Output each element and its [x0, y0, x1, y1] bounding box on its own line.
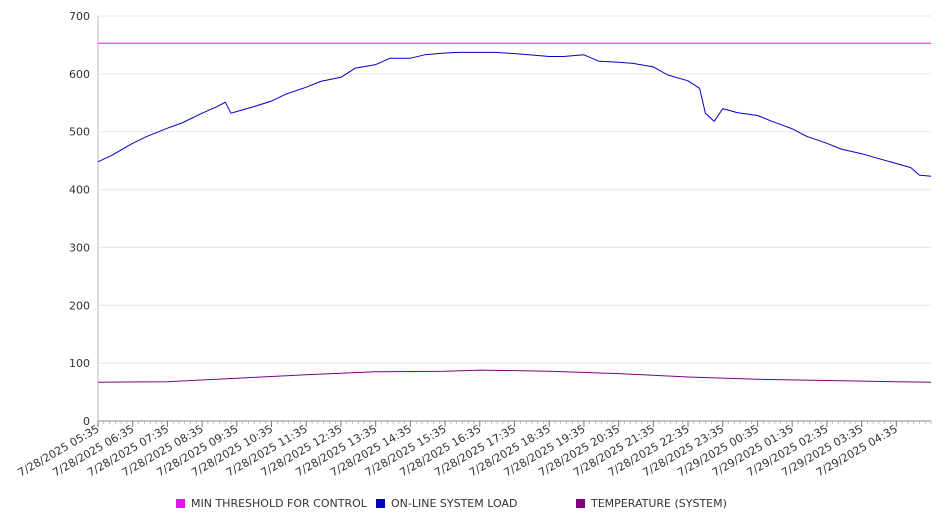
y-tick-label-300: 300 — [69, 241, 90, 254]
legend-item-temperature[interactable]: TEMPERATURE (SYSTEM) — [576, 497, 727, 510]
legend-swatch-min-threshold — [176, 499, 185, 508]
legend-swatch-temperature — [576, 499, 585, 508]
legend-item-min-threshold[interactable]: MIN THRESHOLD FOR CONTROL — [176, 497, 367, 510]
y-tick-label-700: 700 — [69, 10, 90, 23]
legend-item-system-load[interactable]: ON-LINE SYSTEM LOAD — [376, 497, 517, 510]
y-tick-label-0: 0 — [83, 415, 90, 428]
y-tick-label-100: 100 — [69, 357, 90, 370]
y-tick-label-200: 200 — [69, 299, 90, 312]
series-line-2 — [97, 369, 932, 383]
legend-label-temperature: TEMPERATURE (SYSTEM) — [591, 497, 727, 510]
chart-legend: MIN THRESHOLD FOR CONTROL ON-LINE SYSTEM… — [0, 497, 946, 515]
legend-swatch-system-load — [376, 499, 385, 508]
series-line-1 — [97, 51, 932, 177]
y-tick-label-600: 600 — [69, 68, 90, 81]
legend-label-system-load: ON-LINE SYSTEM LOAD — [391, 497, 518, 510]
y-tick-label-500: 500 — [69, 126, 90, 139]
legend-label-min-threshold: MIN THRESHOLD FOR CONTROL — [191, 497, 367, 510]
y-tick-label-400: 400 — [69, 184, 90, 197]
